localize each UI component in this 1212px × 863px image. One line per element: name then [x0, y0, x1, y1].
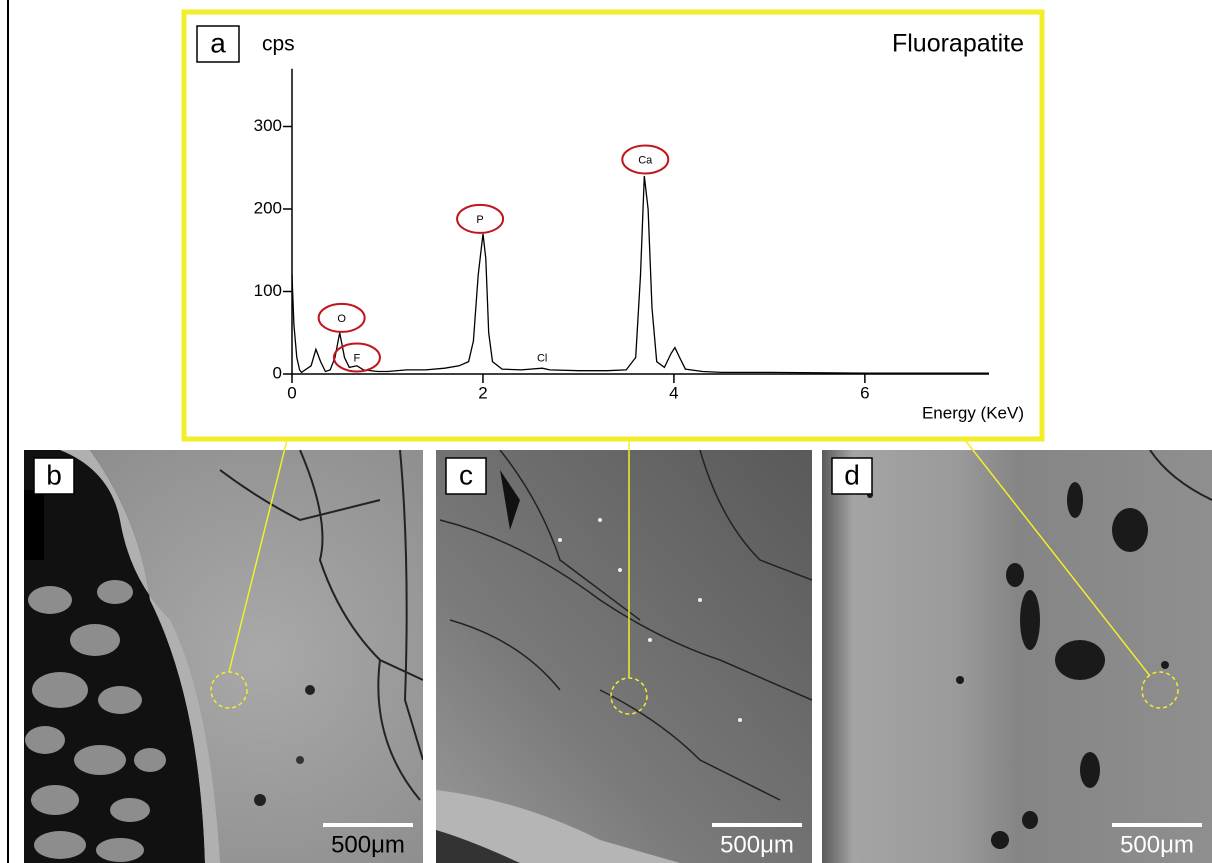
x-tick-label: 0 [287, 383, 296, 402]
sem-image-c [436, 450, 812, 863]
figure: a cps Fluorapatite Energy (KeV) 0 100 200 3… [0, 0, 1212, 863]
y-axis-label: cps [262, 33, 295, 56]
y-tick-label: 200 [254, 198, 282, 217]
x-tick-label: 6 [860, 383, 869, 402]
x-tick-label: 4 [669, 383, 678, 402]
sem-image-d [822, 450, 1212, 863]
panel-label: b [46, 459, 62, 490]
peak-label: F [354, 352, 361, 364]
panel-label: a [210, 27, 226, 58]
peak-label: Ca [638, 154, 653, 166]
sem-image-b [24, 450, 423, 863]
scale-bar-label: 500μm [331, 831, 405, 858]
panel-label: d [844, 459, 860, 490]
x-axis-label: Energy (KeV) [922, 403, 1024, 422]
chart-frame [184, 12, 1042, 439]
scale-bar-label: 500μm [1120, 831, 1194, 858]
peak-label: O [337, 313, 346, 325]
scale-bar-label: 500μm [720, 831, 794, 858]
panel-label: c [459, 459, 473, 490]
y-tick-label: 300 [254, 116, 282, 135]
x-tick-label: 2 [478, 383, 487, 402]
peak-label: P [476, 214, 483, 226]
y-tick-label: 100 [254, 281, 282, 300]
y-tick-label: 0 [273, 363, 282, 382]
chart-title: Fluorapatite [892, 30, 1024, 58]
peak-label: Cl [537, 352, 547, 364]
